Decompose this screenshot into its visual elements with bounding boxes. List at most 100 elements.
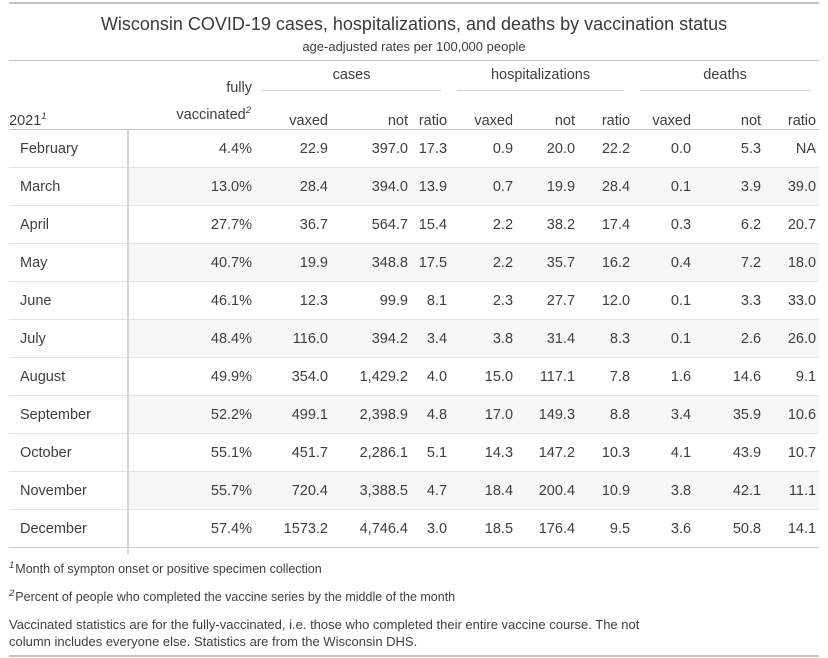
value-cell-hosp-not: 31.4 [513,319,576,358]
value-cell-cases-ratio: 4.7 [408,471,448,510]
table-row: February 4.4% 22.9 397.0 17.3 0.9 20.0 2… [9,129,820,168]
value-cell-fully-vaccinated: 55.1% [127,433,252,472]
value-cell-hosp-ratio: 8.8 [575,395,631,434]
value-cell-cases-vaxed: 720.4 [252,471,328,510]
value-cell-deaths-ratio: NA [761,129,820,168]
value-cell-deaths-vaxed: 0.4 [630,243,692,282]
table-row: November 55.7% 720.4 3,388.5 4.7 18.4 20… [9,471,820,510]
footnote-2: 2Percent of people who completed the vac… [9,589,819,605]
value-cell-cases-ratio: 3.4 [408,319,448,358]
value-cell-fully-vaccinated: 13.0% [127,167,252,206]
value-cell-hosp-not: 20.0 [513,129,576,168]
value-cell-hosp-ratio: 22.2 [575,129,631,168]
subheader-cases-ratio: ratio [408,95,448,130]
value-cell-hosp-not: 176.4 [513,509,576,548]
table-row: July 48.4% 116.0 394.2 3.4 3.8 31.4 8.3 … [9,319,820,358]
value-cell-hosp-not: 149.3 [513,395,576,434]
value-cell-cases-vaxed: 116.0 [252,319,328,358]
value-cell-hosp-ratio: 9.5 [575,509,631,548]
value-cell-deaths-ratio: 26.0 [761,319,820,358]
subheader-hosp-vaxed: vaxed [447,95,514,130]
value-cell-deaths-vaxed: 3.8 [630,471,692,510]
value-cell-deaths-ratio: 10.7 [761,433,820,472]
value-cell-cases-ratio: 5.1 [408,433,448,472]
value-cell-deaths-not: 3.3 [691,281,762,320]
value-cell-hosp-not: 19.9 [513,167,576,206]
value-cell-cases-ratio: 4.0 [408,357,448,396]
group-label-cases: cases [262,67,442,91]
top-rule [9,2,819,4]
value-cell-deaths-vaxed: 0.1 [630,281,692,320]
value-cell-deaths-ratio: 9.1 [761,357,820,396]
value-cell-deaths-not: 50.8 [691,509,762,548]
value-cell-hosp-vaxed: 15.0 [447,357,514,396]
value-cell-deaths-vaxed: 4.1 [630,433,692,472]
group-header-row: 20211 fully vaccinated2 cases hospitaliza… [9,60,819,130]
table-row: August 49.9% 354.0 1,429.2 4.0 15.0 117.… [9,357,820,396]
year-label: 2021 [9,113,42,129]
value-cell-cases-not: 4,746.4 [328,509,408,548]
subheader-deaths-ratio: ratio [761,95,820,130]
subheader-cases-not: not [328,95,408,130]
value-cell-cases-ratio: 3.0 [408,509,448,548]
table-row: September 52.2% 499.1 2,398.9 4.8 17.0 1… [9,395,820,434]
value-cell-hosp-ratio: 12.0 [575,281,631,320]
value-cell-fully-vaccinated: 46.1% [127,281,252,320]
value-cell-hosp-not: 147.2 [513,433,576,472]
subheader-cases-vaxed: vaxed [252,95,328,130]
value-cell-cases-not: 3,388.5 [328,471,408,510]
value-cell-fully-vaccinated: 52.2% [127,395,252,434]
value-cell-cases-vaxed: 19.9 [252,243,328,282]
sub-header-row: vaxed not ratio vaxed not ratio vaxed no… [9,95,820,130]
month-cell: December [9,509,127,548]
value-cell-hosp-vaxed: 17.0 [447,395,514,434]
value-cell-hosp-ratio: 10.9 [575,471,631,510]
value-cell-cases-ratio: 15.4 [408,205,448,244]
value-cell-cases-not: 394.2 [328,319,408,358]
value-cell-cases-vaxed: 22.9 [252,129,328,168]
value-cell-cases-not: 394.0 [328,167,408,206]
table-row: October 55.1% 451.7 2,286.1 5.1 14.3 147… [9,433,820,472]
table-row: December 57.4% 1573.2 4,746.4 3.0 18.5 1… [9,509,820,548]
value-cell-deaths-not: 42.1 [691,471,762,510]
footnote-1-text: Month of sympton onset or positive speci… [15,562,322,576]
page-subtitle: age-adjusted rates per 100,000 people [302,39,526,54]
value-cell-deaths-vaxed: 0.1 [630,167,692,206]
value-cell-hosp-not: 27.7 [513,281,576,320]
value-cell-cases-vaxed: 354.0 [252,357,328,396]
month-cell: March [9,167,127,206]
value-cell-cases-vaxed: 36.7 [252,205,328,244]
fully-line1: fully [226,80,252,96]
table-row: April 27.7% 36.7 564.7 15.4 2.2 38.2 17.… [9,205,820,244]
value-cell-deaths-vaxed: 3.6 [630,509,692,548]
value-cell-fully-vaccinated: 40.7% [127,243,252,282]
value-cell-cases-not: 1,429.2 [328,357,408,396]
value-cell-deaths-vaxed: 3.4 [630,395,692,434]
value-cell-hosp-ratio: 7.8 [575,357,631,396]
value-cell-cases-not: 99.9 [328,281,408,320]
month-cell: May [9,243,127,282]
subheader-hosp-not: not [513,95,576,130]
fully-footnote-marker: 2 [245,105,251,117]
value-cell-cases-not: 397.0 [328,129,408,168]
month-cell: September [9,395,127,434]
page-title: Wisconsin COVID-19 cases, hospitalizatio… [100,14,728,34]
value-cell-fully-vaccinated: 49.9% [127,357,252,396]
source-note: Vaccinated statistics are for the fully-… [9,617,640,649]
value-cell-cases-not: 348.8 [328,243,408,282]
value-cell-fully-vaccinated: 57.4% [127,509,252,548]
group-header-hospitalizations: hospitalizations [447,61,630,96]
month-cell: February [9,129,127,168]
value-cell-hosp-vaxed: 14.3 [447,433,514,472]
value-cell-cases-not: 2,286.1 [328,433,408,472]
bottom-rule [9,655,819,657]
value-cell-cases-ratio: 17.5 [408,243,448,282]
value-cell-hosp-vaxed: 2.2 [447,205,514,244]
value-cell-hosp-ratio: 28.4 [575,167,631,206]
value-cell-deaths-not: 3.9 [691,167,762,206]
value-cell-hosp-vaxed: 3.8 [447,319,514,358]
value-cell-deaths-not: 14.6 [691,357,762,396]
group-header-deaths: deaths [630,61,819,96]
value-cell-fully-vaccinated: 48.4% [127,319,252,358]
month-cell: July [9,319,127,358]
